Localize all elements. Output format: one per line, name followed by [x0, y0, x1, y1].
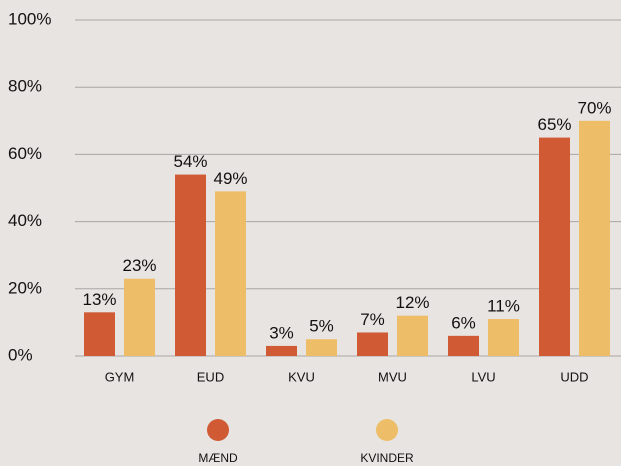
legend-marker — [207, 419, 229, 441]
bar — [306, 339, 337, 356]
bar — [84, 312, 115, 356]
value-label: 70% — [577, 98, 611, 117]
bar — [124, 278, 155, 356]
bar — [266, 345, 297, 356]
value-label: 7% — [360, 310, 385, 329]
legend-marker — [376, 419, 398, 441]
value-label: 49% — [213, 169, 247, 188]
bar — [448, 335, 479, 356]
bar — [488, 319, 519, 356]
bar — [357, 332, 388, 356]
x-tick-label: GYM — [105, 369, 135, 384]
y-tick-label: 20% — [8, 278, 42, 297]
x-tick-label: MVU — [378, 369, 407, 384]
y-tick-label: 60% — [8, 144, 42, 163]
x-tick-label: KVU — [288, 369, 315, 384]
legend-label: KVINDER — [360, 451, 414, 465]
y-tick-label: 80% — [8, 77, 42, 96]
value-label: 13% — [82, 290, 116, 309]
bar — [539, 137, 570, 356]
value-label: 23% — [122, 256, 156, 275]
bar — [579, 120, 610, 356]
x-tick-label: UDD — [560, 369, 588, 384]
value-label: 5% — [309, 317, 334, 336]
value-label: 12% — [395, 293, 429, 312]
x-tick-label: EUD — [197, 369, 224, 384]
value-label: 65% — [537, 115, 571, 134]
y-tick-label: 0% — [8, 345, 33, 364]
bar — [175, 174, 206, 356]
value-label: 6% — [451, 313, 476, 332]
y-tick-label: 100% — [8, 9, 51, 28]
value-label: 3% — [269, 323, 294, 342]
x-tick-label: LVU — [471, 369, 495, 384]
bar — [215, 191, 246, 356]
y-tick-label: 40% — [8, 211, 42, 230]
value-label: 54% — [173, 152, 207, 171]
value-label: 11% — [487, 297, 520, 316]
bar — [397, 315, 428, 356]
legend-label: MÆND — [198, 451, 238, 465]
